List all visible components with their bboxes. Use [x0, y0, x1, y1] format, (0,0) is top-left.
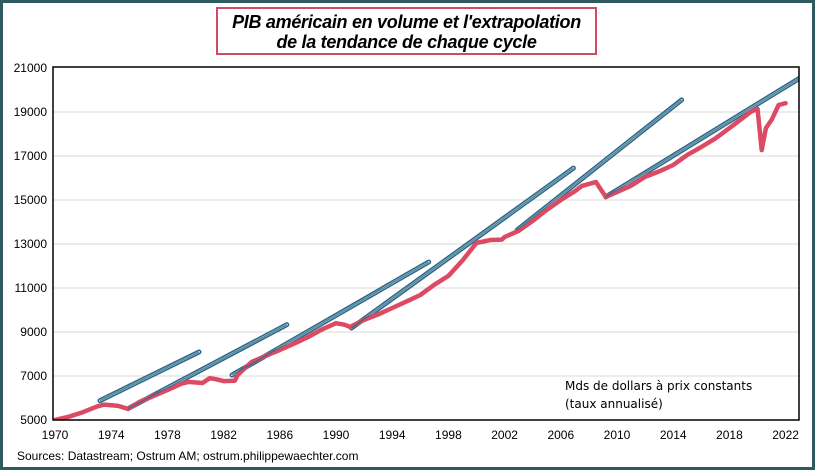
y-tick-label: 13000 — [14, 237, 48, 251]
x-tick-label: 1990 — [323, 428, 350, 442]
chart-title: PIB américain en volume et l'extrapolati… — [216, 7, 597, 55]
x-tick-label: 1978 — [154, 428, 181, 442]
x-tick-label: 1986 — [266, 428, 293, 442]
y-tick-label: 15000 — [14, 193, 48, 207]
trend-line-overlay — [516, 99, 682, 231]
gdp-series — [53, 100, 788, 420]
gdp-line-group — [53, 100, 788, 420]
units-note-line-2: (taux annualisé) — [565, 397, 663, 411]
y-tick-label: 11000 — [15, 281, 48, 295]
y-axis-ticks: 5000 7000 9000 11000 13000 15000 17000 19000 210… — [14, 61, 48, 427]
gridlines — [53, 111, 799, 377]
x-tick-label: 2014 — [660, 428, 687, 442]
source-note: Sources: Datastream; Ostrum AM; ostrum.p… — [17, 449, 359, 463]
plot-area-border — [52, 66, 800, 421]
x-tick-label: 1998 — [435, 428, 462, 442]
chart-title-line-2: de la tendance de chaque cycle — [276, 32, 537, 52]
gdp-line — [53, 100, 788, 420]
trend-line-overlay — [99, 351, 200, 402]
x-tick-label: 1994 — [379, 428, 406, 442]
trend-line-overlay — [231, 261, 429, 376]
x-tick-label: 2002 — [491, 428, 518, 442]
x-tick-label: 2010 — [604, 428, 631, 442]
trend-line-overlay — [605, 78, 799, 198]
y-tick-label: 7000 — [20, 369, 47, 383]
x-tick-label: 1974 — [98, 428, 125, 442]
y-tick-label: 21000 — [14, 61, 48, 75]
trend-line-overlay — [127, 324, 288, 410]
y-tick-label: 19000 — [14, 105, 48, 119]
x-tick-label: 2018 — [716, 428, 743, 442]
y-tick-label: 9000 — [20, 325, 47, 339]
x-tick-label: 1982 — [210, 428, 237, 442]
trend-overlay — [99, 78, 799, 410]
chart-title-line-1: PIB américain en volume et l'extrapolati… — [232, 12, 581, 32]
x-tick-label: 2022 — [772, 428, 799, 442]
trend-line-overlay — [351, 167, 574, 329]
x-tick-label: 2006 — [547, 428, 574, 442]
y-tick-label: 5000 — [20, 413, 47, 427]
x-axis-ticks: 1970 1974 1978 1982 1986 1990 1994 1998 2002 2006… — [42, 428, 800, 442]
x-tick-label: 1970 — [42, 428, 69, 442]
y-tick-label: 17000 — [14, 149, 48, 163]
units-note-line-1: Mds de dollars à prix constants — [565, 379, 752, 393]
